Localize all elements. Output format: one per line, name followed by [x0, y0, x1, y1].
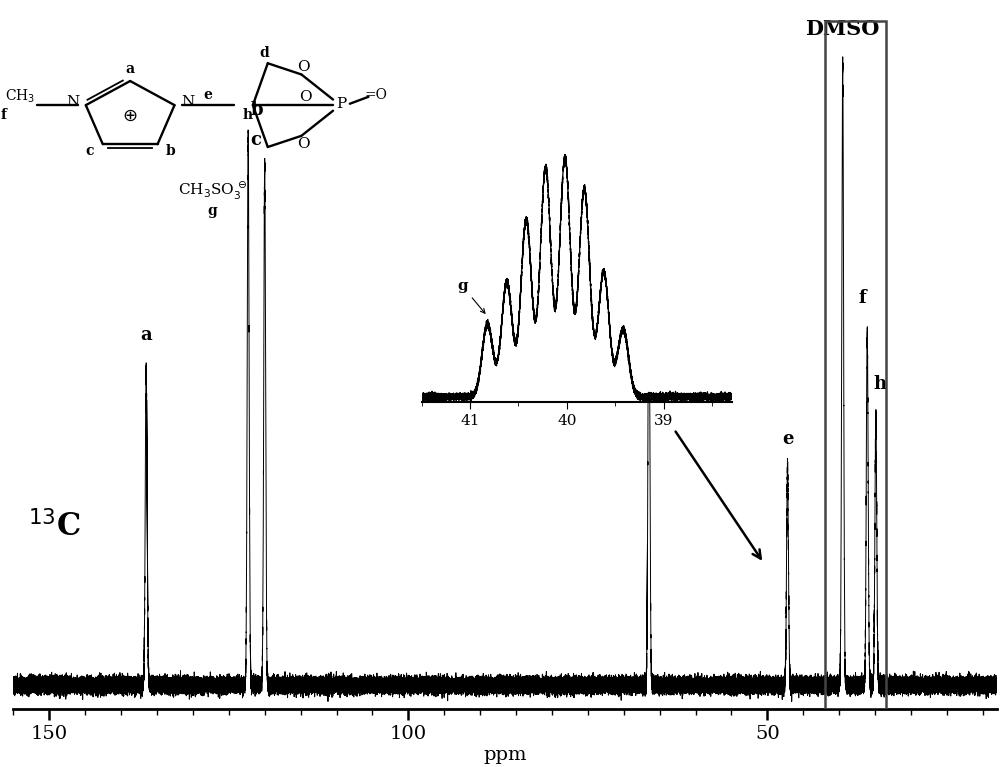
Text: b: b — [250, 100, 263, 119]
Text: a: a — [140, 326, 152, 344]
Text: c: c — [251, 131, 262, 149]
Text: d: d — [646, 210, 659, 229]
Text: DMSO: DMSO — [805, 19, 880, 39]
Text: e: e — [782, 430, 793, 447]
Bar — [825, 21, 886, 709]
Text: f: f — [858, 289, 866, 308]
Text: h: h — [874, 374, 887, 393]
Text: $^{13}$C: $^{13}$C — [28, 511, 81, 543]
X-axis label: ppm: ppm — [484, 746, 527, 764]
